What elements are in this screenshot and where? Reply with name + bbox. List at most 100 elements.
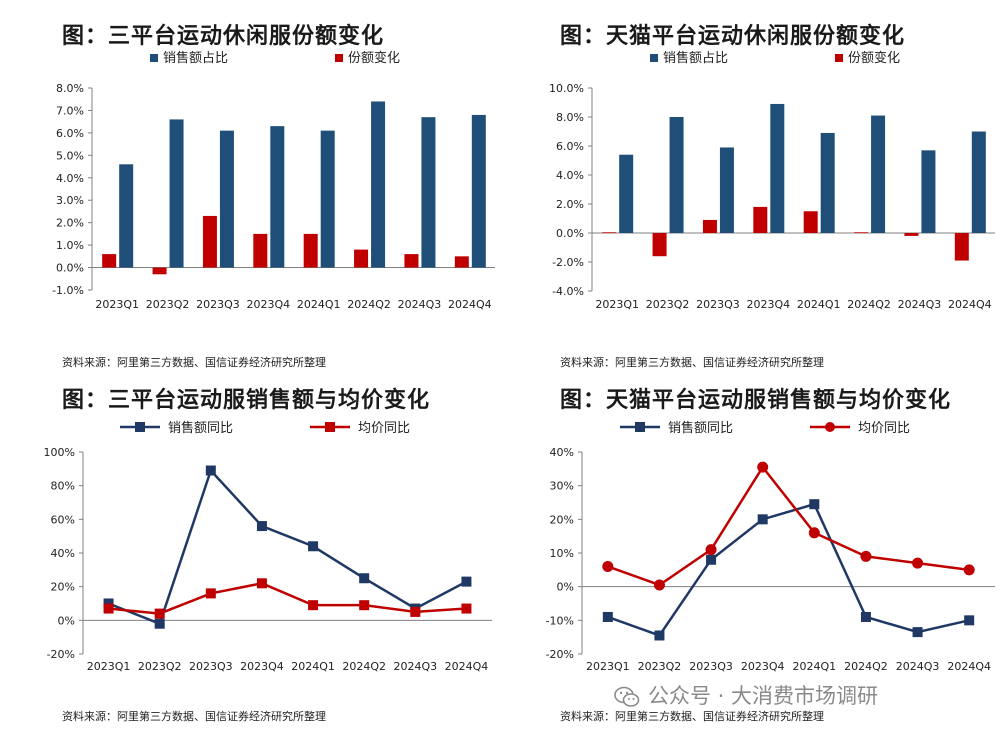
x-tick-label: 2024Q1 <box>797 298 841 311</box>
x-tick-label: 2023Q4 <box>246 298 290 311</box>
chart-source: 资料来源：阿里第三方数据、国信证券经济研究所整理 <box>62 356 326 369</box>
y-tick-label: 20% <box>550 513 574 526</box>
data-point <box>359 600 370 611</box>
y-tick-label: 0.0% <box>556 227 584 240</box>
x-tick-label: 2024Q3 <box>898 298 942 311</box>
bar-share-change <box>404 254 419 268</box>
y-tick-label: 4.0% <box>556 169 584 182</box>
y-tick-label: 2.0% <box>556 198 584 211</box>
bar-share-change <box>152 267 167 275</box>
bar-share-change <box>354 249 369 268</box>
y-tick-label: 8.0% <box>556 111 584 124</box>
x-tick-label: 2023Q4 <box>240 660 284 673</box>
x-tick-label: 2024Q1 <box>297 298 341 311</box>
y-tick-label: 6.0% <box>556 140 584 153</box>
data-point <box>963 564 975 576</box>
legend-label: 均价同比 <box>858 421 910 436</box>
legend-swatch <box>150 54 158 62</box>
legend-label: 销售额同比 <box>668 420 733 436</box>
y-tick-label: 20% <box>51 581 75 594</box>
legend-swatch <box>650 54 658 62</box>
chart-title: 图：三平台运动休闲服份额变化 <box>62 24 385 49</box>
data-point <box>912 627 923 638</box>
x-tick-label: 2024Q4 <box>948 298 992 311</box>
y-tick-label: 40% <box>550 446 574 459</box>
chart-title: 图：天猫平台运动服销售额与均价变化 <box>560 388 952 413</box>
x-tick-label: 2023Q1 <box>87 660 131 673</box>
y-tick-label: 1.0% <box>56 239 84 252</box>
bar-sales-share <box>669 117 684 233</box>
bar-share-change <box>602 232 617 234</box>
y-tick-label: 0% <box>58 614 75 627</box>
watermark-text: 公众号 · 大消费市场调研 <box>648 684 879 708</box>
line-sales-yoy <box>607 502 970 637</box>
bar-share-change <box>652 233 667 257</box>
data-point <box>602 611 613 622</box>
data-point <box>964 615 975 626</box>
bar-sales-share <box>719 147 734 233</box>
bar-sales-share <box>770 103 785 233</box>
x-tick-label: 2024Q1 <box>792 660 836 673</box>
bar-sales-share <box>820 132 835 233</box>
data-point <box>461 576 472 587</box>
legend-label: 份额变化 <box>348 50 400 66</box>
data-point <box>860 550 872 562</box>
x-tick-label: 2023Q3 <box>689 660 733 673</box>
x-tick-label: 2024Q2 <box>342 660 386 673</box>
data-point <box>410 606 421 617</box>
data-point <box>705 544 717 556</box>
bar-share-change <box>102 254 117 268</box>
y-tick-label: 3.0% <box>56 194 84 207</box>
y-tick-label: 30% <box>550 480 574 493</box>
x-tick-label: 2024Q4 <box>448 298 492 311</box>
bar-chart-three-platform-share: 8.0% 7.0% 6.0% 5.0% 4.0% 3.0% 2.0% 1.0% 0.0% -1.0… <box>52 50 495 311</box>
y-tick-label: 8.0% <box>56 82 84 95</box>
bar-chart-tmall-share: 10.0% 8.0% 6.0% 4.0% 2.0% 0.0% -2.0% -4.0% 2023Q… <box>549 50 995 311</box>
x-tick-label: 2024Q4 <box>445 660 489 673</box>
y-tick-label: 6.0% <box>56 127 84 140</box>
x-tick-label: 2023Q2 <box>646 298 690 311</box>
x-tick-label: 2024Q4 <box>947 660 991 673</box>
chart-source: 资料来源：阿里第三方数据、国信证券经济研究所整理 <box>560 356 824 369</box>
data-point <box>706 554 717 565</box>
data-point <box>256 521 267 532</box>
chart-source: 资料来源：阿里第三方数据、国信证券经济研究所整理 <box>560 710 824 723</box>
data-point <box>654 630 665 641</box>
bar-share-change <box>904 233 919 236</box>
bar-sales-share <box>320 130 335 268</box>
bar-sales-share <box>371 101 386 268</box>
data-point <box>103 603 114 614</box>
bar-sales-share <box>270 126 285 268</box>
y-tick-label: 5.0% <box>56 149 84 162</box>
y-tick-label: -1.0% <box>52 284 84 297</box>
y-tick-label: 60% <box>51 513 75 526</box>
x-tick-label: 2024Q3 <box>393 660 437 673</box>
line-price-yoy <box>108 581 467 615</box>
x-tick-label: 2023Q4 <box>741 660 785 673</box>
bar-share-change <box>303 233 318 268</box>
bar-sales-share <box>619 154 634 233</box>
legend-marker <box>135 422 145 432</box>
data-point <box>808 527 820 539</box>
bar-sales-share <box>871 115 886 233</box>
legend-label: 销售额占比 <box>163 50 228 66</box>
y-tick-label: 2.0% <box>56 217 84 230</box>
bar-share-change <box>803 211 818 233</box>
data-point <box>653 579 665 591</box>
y-tick-label: 4.0% <box>56 172 84 185</box>
y-tick-label: -10% <box>546 614 574 627</box>
bar-sales-share <box>169 119 184 268</box>
y-tick-label: 100% <box>44 446 75 459</box>
y-tick-label: 0.0% <box>56 262 84 275</box>
data-point <box>809 499 820 510</box>
data-point <box>154 608 165 619</box>
legend-label: 销售额同比 <box>168 420 233 436</box>
legend-label: 均价同比 <box>358 421 410 436</box>
x-tick-label: 2023Q2 <box>138 660 182 673</box>
bar-sales-share <box>921 150 936 233</box>
data-point <box>103 598 114 609</box>
chart-title: 图：天猫平台运动休闲服份额变化 <box>560 24 906 49</box>
data-point <box>602 560 614 572</box>
bar-share-change <box>753 206 768 233</box>
bar-share-change <box>702 219 717 233</box>
